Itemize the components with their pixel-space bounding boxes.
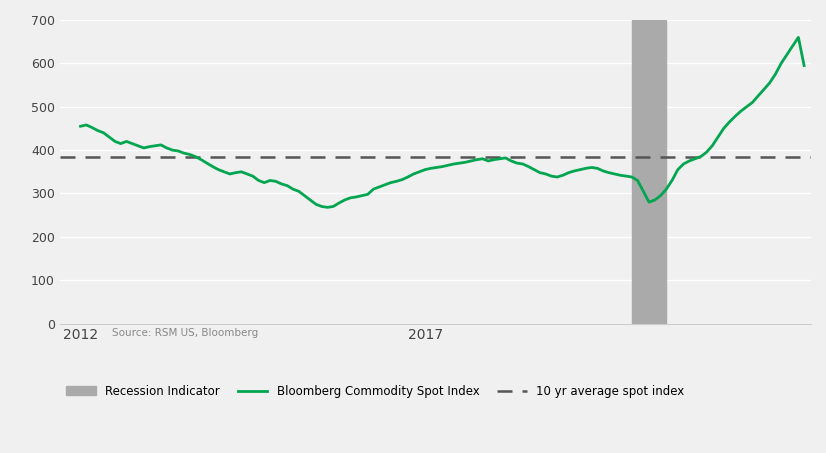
Text: Source: RSM US, Bloomberg: Source: RSM US, Bloomberg: [112, 328, 259, 338]
Legend: Recession Indicator, Bloomberg Commodity Spot Index, 10 yr average spot index: Recession Indicator, Bloomberg Commodity…: [62, 380, 689, 403]
Bar: [632, 20, 667, 323]
